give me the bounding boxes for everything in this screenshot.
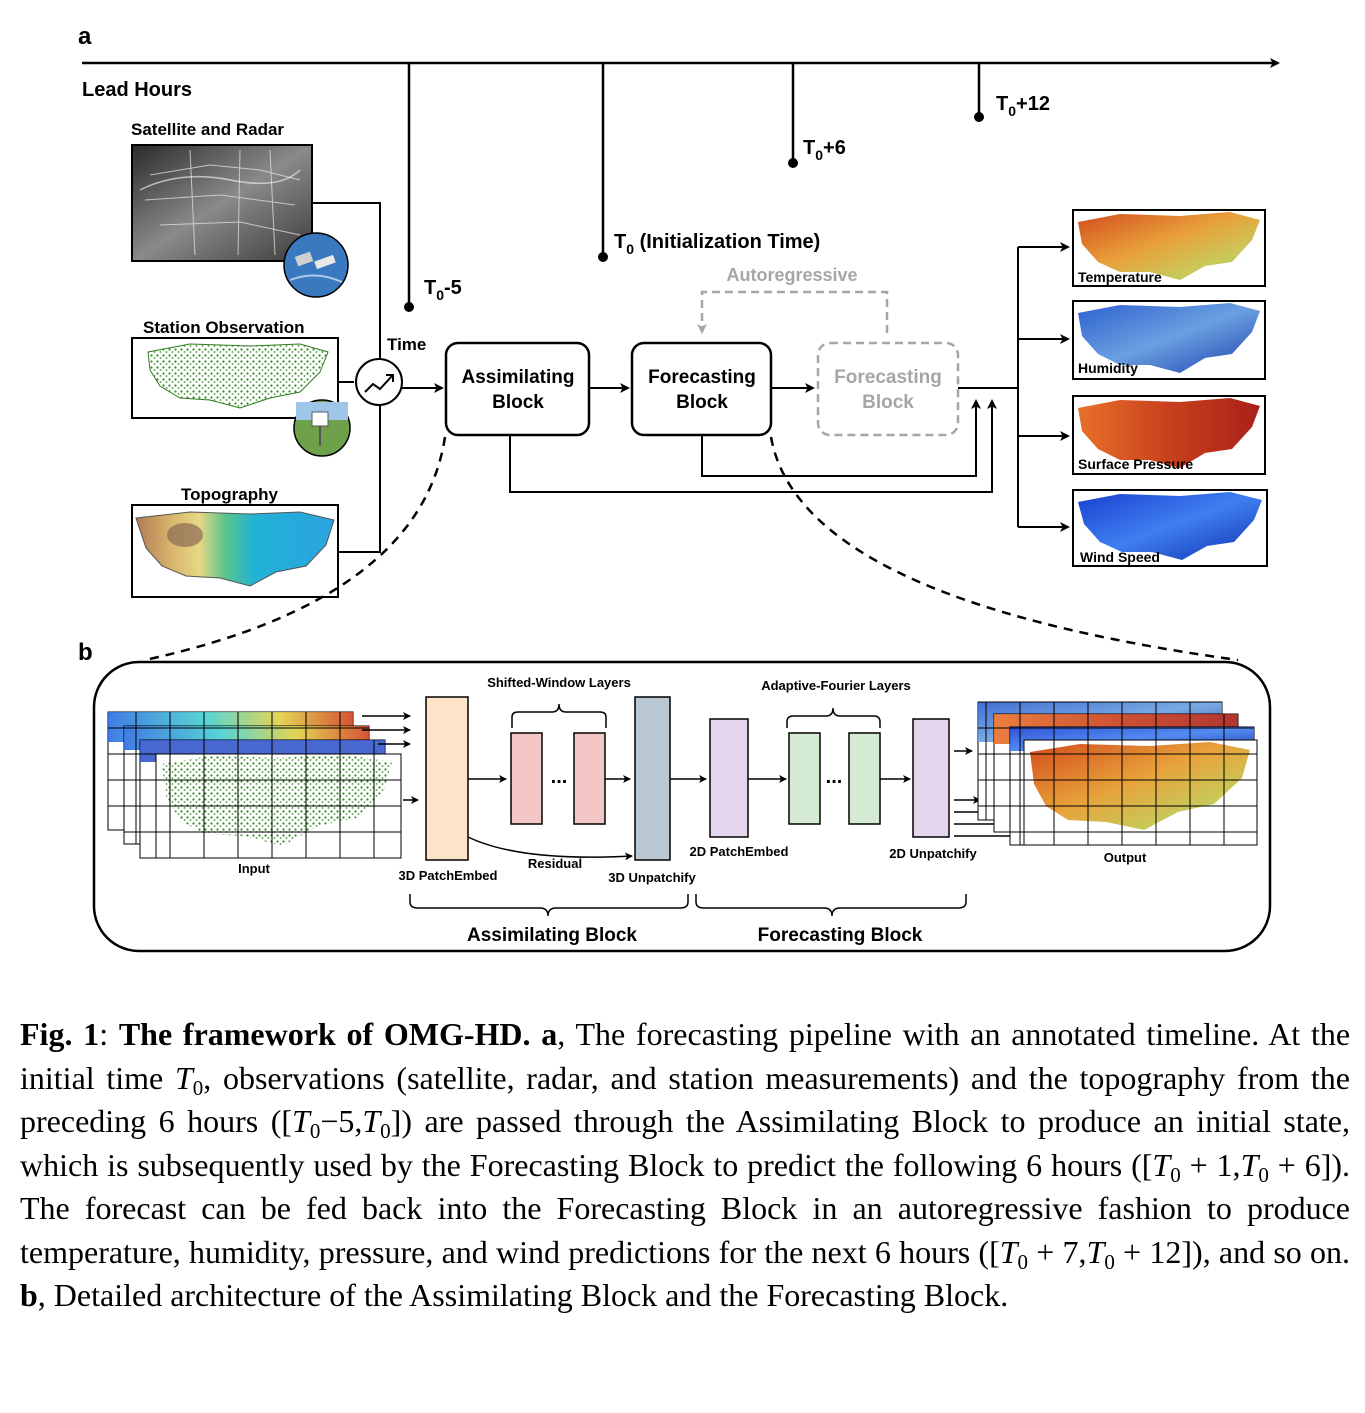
output-stack [977, 701, 1258, 846]
assimilating-block-label: Assimilating Block [467, 925, 637, 946]
svg-text:Surface Pressure: Surface Pressure [1078, 456, 1193, 472]
satellite-icon [283, 232, 349, 298]
figure-caption: Fig. 1: The framework of OMG-HD. a, The … [20, 1016, 1351, 1313]
shifted-window-brace [511, 703, 607, 728]
svg-text:T0+6: T0+6 [803, 137, 846, 163]
svg-text:T0+12: T0+12 [996, 93, 1050, 119]
unpatchify-2d-label: 2D Unpatchify [889, 846, 977, 861]
satellite-map [131, 144, 313, 262]
patch-embed-2d-layer [709, 718, 749, 838]
forecasting-block-label: Forecasting Block [758, 925, 923, 946]
timeline-mark-t0: T0 (Initialization Time) [598, 63, 820, 262]
svg-text:Assimilating: Assimilating [462, 367, 575, 388]
time-node-icon [355, 358, 403, 406]
afno-layer-last [848, 732, 881, 825]
patch-embed-2d-label: 2D PatchEmbed [690, 844, 789, 859]
forecasting-block-autoregressive: Forecasting Block [816, 341, 960, 437]
residual-connection [467, 836, 633, 861]
input-stack [107, 711, 402, 859]
swin-ellipsis: ... [551, 766, 568, 788]
adaptive-fourier-label: Adaptive-Fourier Layers [761, 678, 911, 693]
unpatchify-3d-layer [634, 696, 671, 861]
zoom-line-right [769, 436, 1239, 662]
weather-station-icon [293, 399, 351, 457]
forecasting-block: Forecasting Block [630, 341, 773, 437]
panel-b-label: b [78, 639, 93, 666]
surface-pressure-map: Surface Pressure [1072, 395, 1266, 475]
svg-text:T0 (Initialization Time): T0 (Initialization Time) [614, 231, 820, 257]
panel-a-label: a [78, 23, 92, 50]
satellite-radar-label: Satellite and Radar [131, 120, 284, 139]
caption-title: The framework of OMG-HD. [118, 1016, 531, 1052]
temperature-map: Temperature [1072, 209, 1266, 287]
timeline-mark-t0-plus-6: T0+6 [788, 63, 846, 168]
architecture-frame [92, 660, 1272, 953]
svg-text:Block: Block [862, 392, 914, 413]
input-label: Input [238, 861, 270, 876]
residual-label: Residual [528, 856, 582, 871]
timeline-mark-t0-plus-12: T0+12 [974, 63, 1050, 122]
zoom-line-left [144, 436, 447, 662]
swin-layer-last [573, 732, 606, 825]
assimilating-block: Assimilating Block [444, 341, 591, 437]
adaptive-fourier-brace [786, 707, 881, 728]
svg-text:Block: Block [676, 392, 728, 413]
lead-hours-label: Lead Hours [82, 79, 192, 101]
humidity-map: Humidity [1072, 300, 1266, 380]
topography-label: Topography [181, 485, 278, 504]
autoregressive-loop [697, 290, 889, 334]
patch-embed-3d-label: 3D PatchEmbed [399, 868, 498, 883]
forecasting-brace [695, 894, 967, 917]
output-label: Output [1104, 850, 1147, 865]
time-label: Time [387, 335, 426, 354]
afno-layer-first [788, 732, 821, 825]
patch-embed-3d-layer [425, 696, 469, 861]
shifted-window-label: Shifted-Window Layers [487, 675, 631, 690]
station-observation-label: Station Observation [143, 318, 305, 337]
wind-speed-map: Wind Speed [1072, 489, 1268, 567]
svg-text:Block: Block [492, 392, 544, 413]
topography-map [131, 504, 339, 598]
svg-text:Forecasting: Forecasting [834, 367, 942, 388]
caption-fig-number: Fig. 1 [20, 1016, 100, 1052]
unpatchify-2d-layer [912, 718, 950, 838]
framework-figure: a Lead Hours T0-5 T0 (Initialization Tim… [78, 23, 1280, 953]
autoregressive-label: Autoregressive [726, 265, 857, 285]
unpatchify-3d-label: 3D Unpatchify [608, 870, 696, 885]
svg-text:Forecasting: Forecasting [648, 367, 756, 388]
svg-text:T0-5: T0-5 [424, 277, 462, 303]
svg-text:Wind Speed: Wind Speed [1080, 549, 1160, 565]
svg-text:Humidity: Humidity [1078, 360, 1138, 376]
svg-text:Temperature: Temperature [1078, 269, 1162, 285]
afno-ellipsis: ... [826, 766, 843, 788]
timeline-mark-t0-minus-5: T0-5 [404, 63, 462, 312]
swin-layer-first [510, 732, 543, 825]
assimilating-brace [409, 894, 689, 917]
